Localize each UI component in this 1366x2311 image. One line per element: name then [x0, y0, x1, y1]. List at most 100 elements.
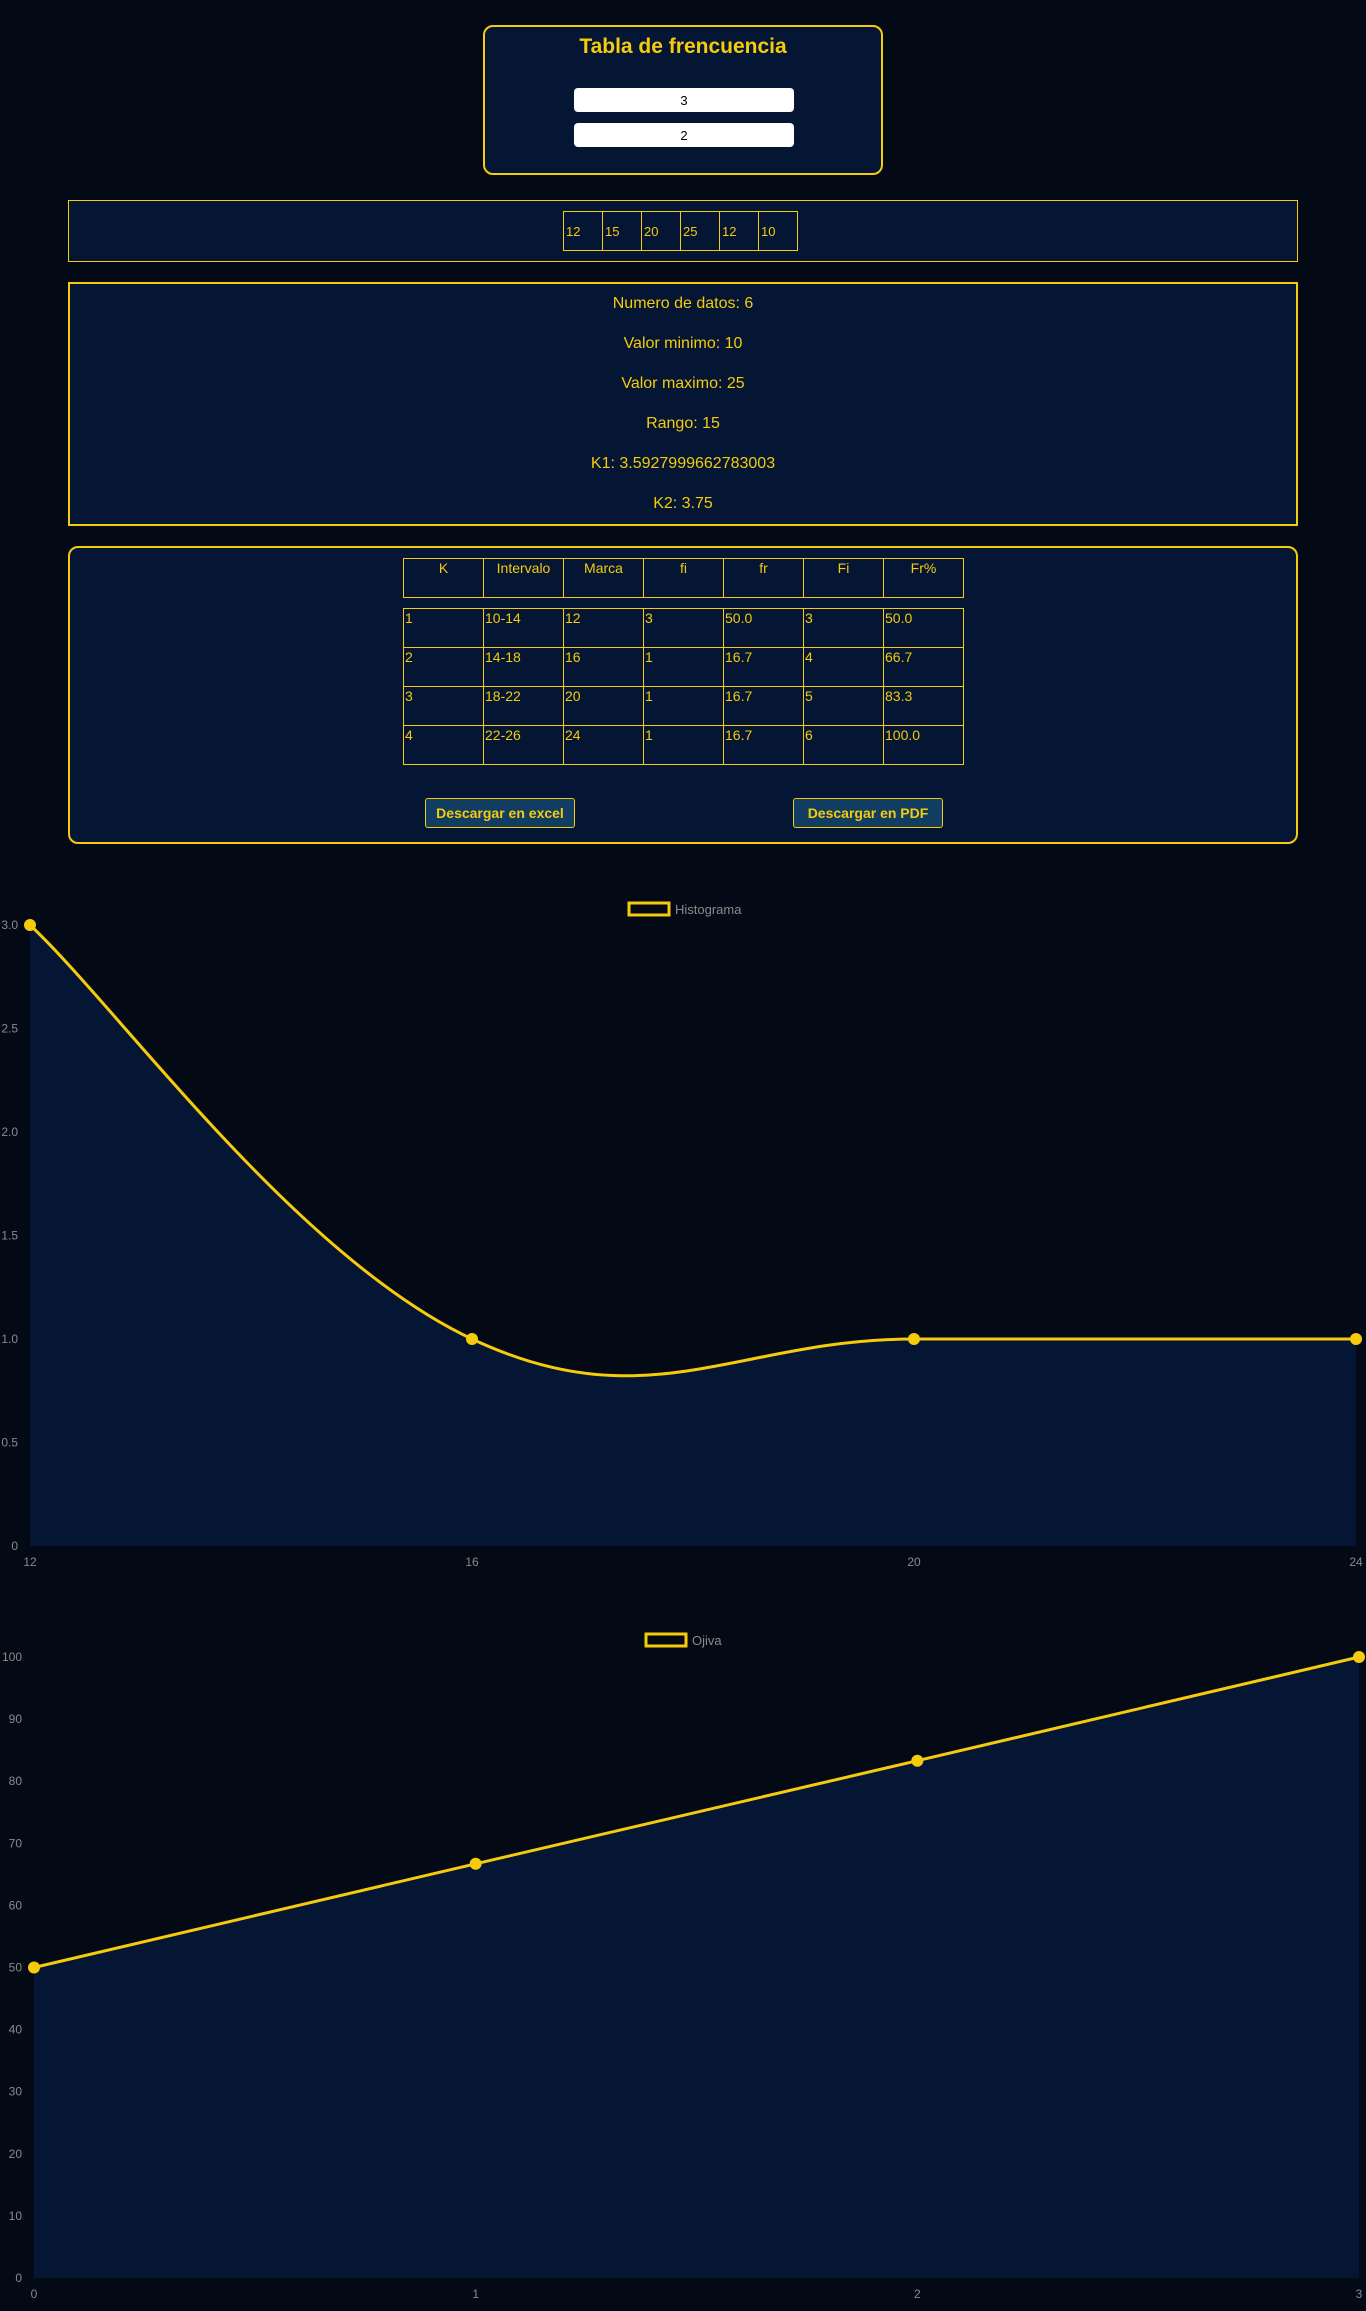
stat-numero-datos: Numero de datos: 6	[612, 295, 754, 312]
data-point	[466, 1333, 478, 1345]
y-tick-label: 2.5	[1, 1022, 18, 1036]
y-tick-label: 1.5	[1, 1229, 18, 1243]
series-line	[28, 923, 1356, 1378]
table-cell: 16.7	[723, 647, 804, 687]
table-cell: 16.7	[723, 686, 804, 726]
table-cell: 1	[643, 686, 724, 726]
series-area	[34, 1657, 1359, 2278]
table-cell: 12	[563, 608, 644, 648]
table-cell: 6	[803, 725, 884, 765]
data-value-cell: 20	[641, 211, 681, 251]
y-tick-label: 10	[9, 2209, 23, 2223]
x-tick-label: 24	[1349, 1555, 1363, 1569]
y-tick-label: 90	[9, 1712, 23, 1726]
y-tick-label: 100	[2, 1650, 22, 1664]
table-cell: 10-14	[483, 608, 564, 648]
x-tick-label: 0	[31, 2287, 38, 2301]
y-tick-label: 2.0	[1, 1125, 18, 1139]
data-point	[1350, 1333, 1362, 1345]
y-tick-label: 60	[9, 1898, 23, 1912]
stat-k1: K1: 3.5927999662783003	[590, 455, 776, 472]
table-header-cell: fi	[643, 558, 724, 598]
table-cell: 1	[403, 608, 484, 648]
table-cell: 1	[643, 647, 724, 687]
frequency-table-panel: K Intervalo Marca fi fr Fi Fr% 1 10-14 12 3 50.0 3 50…	[68, 546, 1298, 844]
download-excel-button[interactable]: Descargar en excel	[425, 798, 575, 828]
y-tick-label: 80	[9, 1774, 23, 1788]
y-tick-label: 70	[9, 1836, 23, 1850]
stat-rango: Rango: 15	[646, 415, 720, 432]
table-header-cell: Fi	[803, 558, 884, 598]
table-header-cell: Intervalo	[483, 558, 564, 598]
table-cell: 3	[643, 608, 724, 648]
stat-k2: K2: 3.75	[653, 495, 713, 512]
table-header-cell: Fr%	[883, 558, 964, 598]
x-tick-label: 20	[907, 1555, 921, 1569]
data-value-cell: 25	[680, 211, 720, 251]
data-value-cell: 15	[602, 211, 642, 251]
data-value-cell: 10	[758, 211, 798, 251]
data-value-cell: 12	[563, 211, 603, 251]
x-tick-label: 16	[465, 1555, 479, 1569]
x-tick-label: 2	[914, 2287, 921, 2301]
data-value-cell: 12	[719, 211, 759, 251]
legend-label: Histograma	[675, 902, 742, 917]
table-header-cell: Marca	[563, 558, 644, 598]
table-cell: 16.7	[723, 725, 804, 765]
table-cell: 100.0	[883, 725, 964, 765]
histogram-chart: 0 0.5 1.0 1.5 2.0 2.5 3.0 12 16 20 24 Histograma	[1, 901, 1363, 1569]
table-cell: 50.0	[883, 608, 964, 648]
table-cell: 3	[403, 686, 484, 726]
table-header-cell: fr	[723, 558, 804, 598]
y-tick-label: 3.0	[1, 918, 18, 932]
table-cell: 3	[803, 608, 884, 648]
table-cell: 2	[403, 647, 484, 687]
table-cell: 16	[563, 647, 644, 687]
table-cell: 50.0	[723, 608, 804, 648]
y-tick-label: 30	[9, 2085, 23, 2099]
data-point	[28, 1961, 40, 1974]
x-tick-label: 3	[1356, 2287, 1363, 2301]
data-point	[1353, 1651, 1365, 1663]
y-tick-label: 0	[15, 2271, 22, 2285]
data-values-list: 12 15 20 25 12 10	[563, 211, 798, 251]
table-cell: 1	[643, 725, 724, 765]
table-cell: 5	[803, 686, 884, 726]
ojiva-chart: 0 10 20 30 40 50 60 70 80 90 100 0 1 2 3 Ojiva	[2, 1632, 1365, 2301]
x-tick-label: 12	[23, 1555, 37, 1569]
table-cell: 18-22	[483, 686, 564, 726]
input-field-1[interactable]	[574, 88, 794, 112]
table-cell: 22-26	[483, 725, 564, 765]
y-tick-label: 0.5	[1, 1436, 18, 1450]
y-tick-label: 20	[9, 2147, 23, 2161]
y-tick-label: 0	[11, 1539, 18, 1553]
legend-label: Ojiva	[692, 1633, 722, 1648]
legend-swatch	[644, 1632, 688, 1648]
data-point	[908, 1333, 920, 1345]
table-header-cell: K	[403, 558, 484, 598]
table-cell: 4	[803, 647, 884, 687]
data-point	[24, 919, 36, 931]
y-tick-label: 1.0	[1, 1332, 18, 1346]
table-cell: 20	[563, 686, 644, 726]
data-point	[469, 1857, 482, 1870]
stat-valor-minimo: Valor minimo: 10	[623, 335, 743, 352]
statistics-panel: Numero de datos: 6 Valor minimo: 10 Valo…	[68, 282, 1298, 526]
legend-swatch	[627, 901, 671, 917]
table-cell: 24	[563, 725, 644, 765]
data-values-panel: 12 15 20 25 12 10	[68, 200, 1298, 262]
series-area	[30, 925, 1356, 1546]
table-cell: 66.7	[883, 647, 964, 687]
table-cell: 14-18	[483, 647, 564, 687]
table-cell: 83.3	[883, 686, 964, 726]
page-title: Tabla de frencuencia	[579, 35, 787, 58]
input-field-2[interactable]	[574, 123, 794, 147]
y-tick-label: 40	[9, 2023, 23, 2037]
series-line	[33, 1655, 1360, 1969]
y-tick-label: 50	[9, 1961, 23, 1975]
download-pdf-button[interactable]: Descargar en PDF	[793, 798, 943, 828]
stat-valor-maximo: Valor maximo: 25	[621, 375, 745, 392]
x-tick-label: 1	[472, 2287, 479, 2301]
table-cell: 4	[403, 725, 484, 765]
data-point	[911, 1754, 924, 1767]
